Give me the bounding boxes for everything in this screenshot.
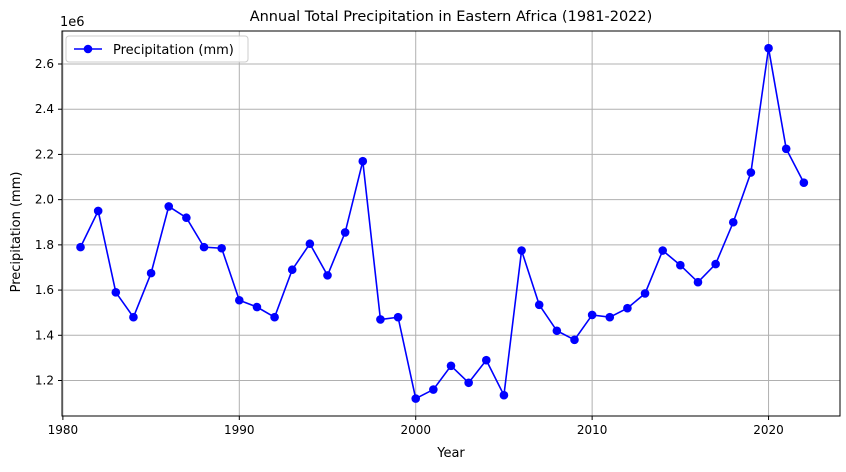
data-point <box>587 310 597 320</box>
data-point <box>393 312 403 322</box>
data-point <box>164 202 174 211</box>
legend-box <box>65 35 249 63</box>
y-axis-ticks: 1.2 1.4 1.6 1.8 2.0 2.2 2.4 2.6 <box>35 57 62 388</box>
data-point <box>358 156 368 166</box>
data-point <box>129 312 138 322</box>
data-point <box>570 335 579 345</box>
data-point <box>481 355 491 365</box>
data-point <box>217 243 226 253</box>
legend-marker <box>83 44 93 54</box>
data-point <box>76 242 85 252</box>
data-point <box>728 217 738 227</box>
y-axis-label: Precipitation (mm) <box>9 172 24 293</box>
data-point <box>234 295 244 305</box>
data-point <box>411 394 421 403</box>
data-point <box>182 213 191 223</box>
data-point <box>534 300 544 310</box>
data-point <box>287 265 297 275</box>
y-tick-label: 1.4 <box>35 328 54 342</box>
data-point <box>552 326 562 336</box>
x-axis-label: Year <box>436 446 465 461</box>
chart-title: Annual Total Precipitation in Eastern Af… <box>250 9 653 25</box>
y-tick-label: 1.6 <box>35 283 54 297</box>
y-tick-label: 2.4 <box>35 102 54 116</box>
x-tick-label: 2000 <box>400 423 431 437</box>
data-point <box>252 302 262 312</box>
data-point <box>658 246 668 255</box>
data-point <box>746 168 756 177</box>
y-tick-label: 2.0 <box>35 193 54 207</box>
data-point <box>93 206 103 216</box>
data-point <box>623 303 632 313</box>
data-point <box>429 385 438 394</box>
x-tick-label: 2010 <box>577 423 608 437</box>
data-point <box>640 289 650 298</box>
data-point <box>764 43 773 53</box>
data-point <box>111 288 121 297</box>
data-point <box>693 277 703 287</box>
data-point <box>270 312 279 322</box>
y-tick-label: 2.6 <box>35 57 54 71</box>
y-tick-label: 1.2 <box>35 374 54 388</box>
data-point <box>499 390 509 400</box>
y-tick-label: 1.8 <box>35 238 54 252</box>
grid <box>62 31 840 416</box>
series-markers <box>76 43 809 403</box>
data-point <box>446 361 456 371</box>
y-offset-label: 1e6 <box>60 15 85 30</box>
x-tick-label: 1990 <box>224 423 255 437</box>
data-point <box>799 178 809 187</box>
data-point <box>676 260 685 270</box>
data-point <box>340 228 350 237</box>
data-point <box>517 246 526 255</box>
x-axis-ticks: 1980 1990 2000 2010 2020 <box>48 416 784 437</box>
data-point <box>146 268 156 278</box>
data-point <box>781 144 791 154</box>
data-point <box>711 259 720 269</box>
y-tick-label: 2.2 <box>35 147 54 161</box>
x-tick-label: 1980 <box>48 423 79 437</box>
plot-frame <box>61 30 841 417</box>
x-tick-label: 2020 <box>753 423 784 437</box>
data-point <box>305 239 315 249</box>
legend-label: Precipitation (mm) <box>113 43 234 58</box>
data-point <box>376 315 385 324</box>
data-point <box>464 378 473 388</box>
legend: Precipitation (mm) <box>65 35 249 63</box>
data-point <box>323 271 332 280</box>
data-point <box>605 312 615 322</box>
data-point <box>199 242 209 252</box>
